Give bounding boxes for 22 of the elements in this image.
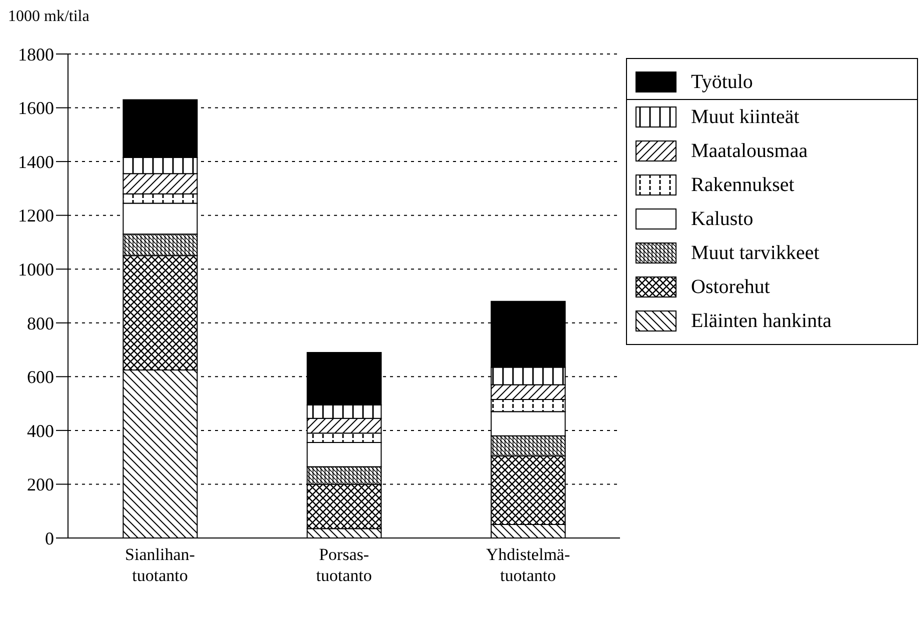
text: Maatalousmaa [691, 140, 808, 162]
text: Muut tarvikkeet [691, 242, 820, 264]
text: Rakennukset [691, 174, 794, 196]
y-tick-label: 1200 [18, 206, 54, 226]
x-tick-label: Porsas- tuotanto [316, 545, 372, 585]
y-tick-label: 800 [27, 313, 54, 334]
text: Muut kiinteät [691, 106, 800, 128]
legend-label: Kalusto [691, 208, 754, 230]
y-axis-title: 1000 mk/tila [8, 8, 90, 26]
x-tick-label: Sianlihan- tuotanto [125, 545, 196, 585]
legend-label: Työtulo [691, 70, 753, 94]
text: Eläinten hankinta [691, 310, 832, 332]
y-tick-label: 400 [27, 420, 54, 441]
y-tick-label: 0 [45, 528, 54, 548]
y-tick-label: 1400 [18, 152, 54, 172]
y-tick-label: 200 [27, 474, 54, 495]
y-tick-label: 600 [27, 367, 54, 388]
y-tick-label: 1000 [18, 260, 54, 280]
y-tick-label: 1800 [18, 44, 54, 64]
y-tick-label: 1600 [18, 98, 54, 118]
x-tick-label: Yhdistelmä- tuotanto [486, 545, 570, 585]
text: Ostorehut [691, 276, 770, 298]
